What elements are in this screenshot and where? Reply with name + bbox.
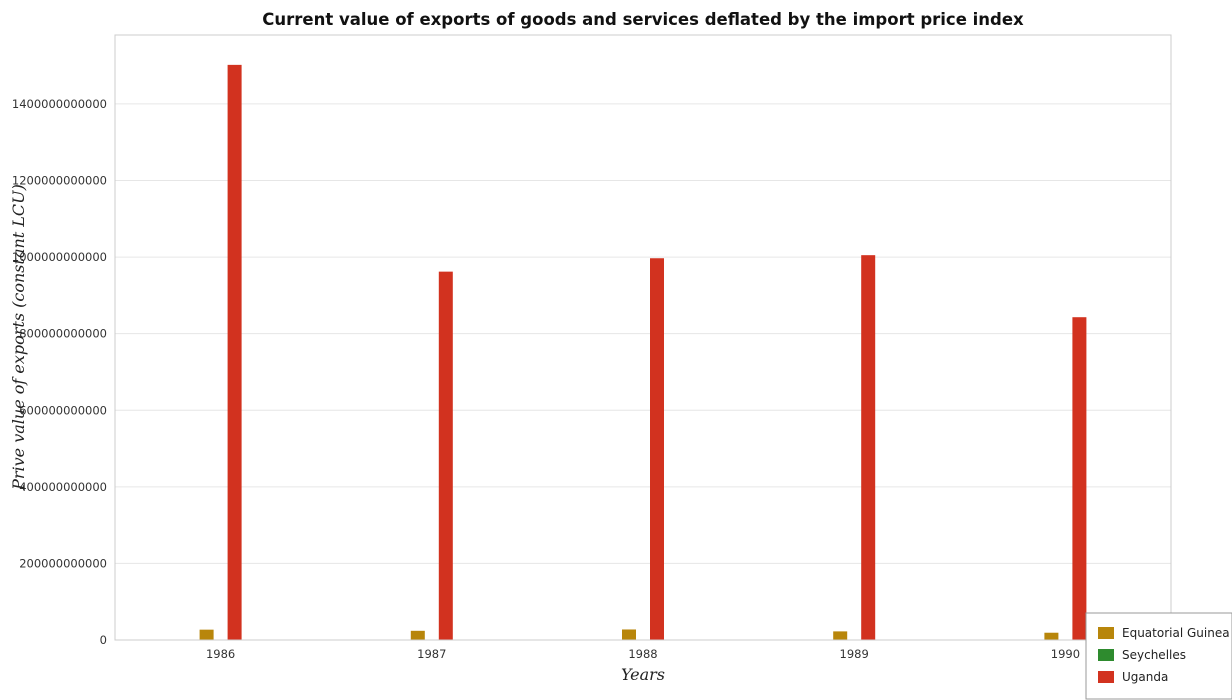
bar-equatorial-guinea-1987 <box>410 630 425 640</box>
y-tick-label: 1200000000000 <box>12 174 107 188</box>
x-tick-label: 1986 <box>206 647 235 661</box>
bar-uganda-1986 <box>227 64 242 641</box>
legend-label: Seychelles <box>1122 648 1186 662</box>
y-tick-label: 400000000000 <box>19 480 107 494</box>
chart-title: Current value of exports of goods and se… <box>262 10 1024 29</box>
bar-uganda-1989 <box>861 255 876 640</box>
bar-equatorial-guinea-1989 <box>833 631 848 640</box>
legend-swatch <box>1098 649 1114 661</box>
y-tick-label: 1400000000000 <box>12 97 107 111</box>
bar-equatorial-guinea-1990 <box>1044 632 1059 640</box>
x-tick-labels: 1986 1987 1988 1989 1990 <box>206 647 1080 661</box>
legend-swatch <box>1098 627 1114 639</box>
x-tick-label: 1988 <box>628 647 657 661</box>
plot-area-frame <box>114 34 1172 641</box>
grid-lines <box>115 103 1171 641</box>
bar-uganda-1990 <box>1072 317 1087 640</box>
y-tick-label: 0 <box>100 633 107 647</box>
y-tick-label: 200000000000 <box>19 556 107 570</box>
bar-uganda-1988 <box>650 258 664 640</box>
legend-swatch <box>1098 671 1114 683</box>
x-tick-label: 1987 <box>417 647 446 661</box>
bars <box>199 64 1087 641</box>
x-axis-label: Years <box>621 665 665 684</box>
y-axis-label: Prive value of exports (constant LCU) <box>9 184 28 491</box>
y-tick-label: 600000000000 <box>19 403 107 417</box>
bar-equatorial-guinea-1988 <box>622 629 636 640</box>
bar-uganda-1987 <box>438 271 453 640</box>
y-tick-labels: 0 200000000000 400000000000 600000000000 800… <box>12 97 107 647</box>
x-tick-label: 1989 <box>840 647 869 661</box>
legend: Equatorial Guinea Seychelles Uganda <box>1085 612 1232 700</box>
y-tick-label: 1000000000000 <box>12 250 107 264</box>
legend-label: Equatorial Guinea <box>1122 626 1230 640</box>
legend-label: Uganda <box>1122 670 1168 684</box>
y-tick-label: 800000000000 <box>19 327 107 341</box>
bar-equatorial-guinea-1986 <box>199 629 214 640</box>
x-tick-label: 1990 <box>1051 647 1080 661</box>
